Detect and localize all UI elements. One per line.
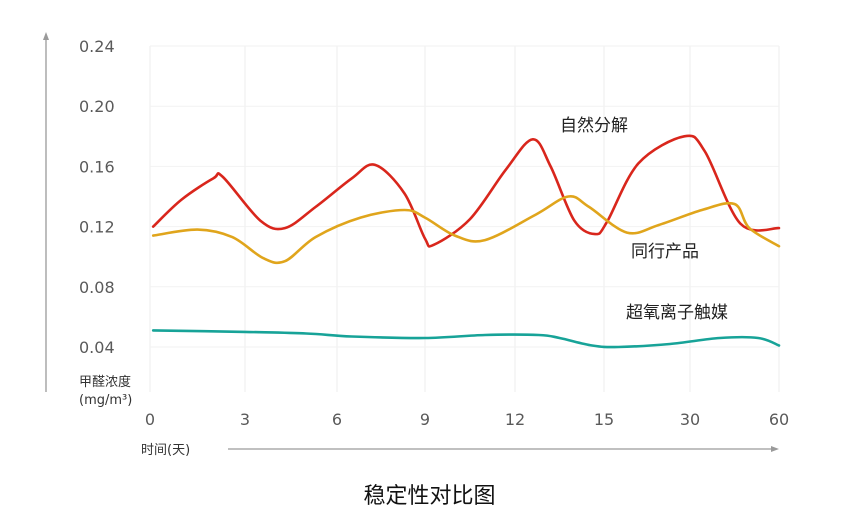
series-line-competitor [151, 195, 781, 265]
chart-title: 稳定性对比图 [363, 484, 495, 509]
y-axis-label-line2: (mg/m³) [79, 393, 132, 408]
y-tick-label: 0.16 [79, 157, 115, 176]
y-tick-label: 0.20 [79, 97, 115, 116]
x-tick-label: 60 [769, 410, 789, 429]
series-label-competitor: 同行产品 [631, 242, 699, 262]
series-lines [151, 134, 781, 349]
x-tick-label: 6 [332, 410, 342, 429]
y-tick-label: 0.04 [79, 338, 115, 357]
x-tick-label: 3 [240, 410, 250, 429]
y-tick-label: 0.24 [79, 37, 115, 56]
x-tick-label: 30 [680, 410, 700, 429]
y-tick-labels: 0.24 0.20 0.16 0.12 0.08 0.04 [79, 37, 115, 357]
series-line-natural [151, 134, 781, 248]
x-tick-label: 15 [594, 410, 614, 429]
series-label-catalyst: 超氧离子触媒 [626, 303, 728, 323]
gridlines [149, 45, 780, 392]
x-tick-label: 12 [505, 410, 525, 429]
x-tick-label: 9 [420, 410, 430, 429]
series-labels: 自然分解 同行产品 超氧离子触媒 [560, 116, 728, 323]
y-tick-label: 0.12 [79, 218, 115, 237]
x-tick-labels: 0 3 6 9 12 15 30 60 [145, 410, 789, 429]
x-tick-label: 0 [145, 410, 155, 429]
axes [43, 32, 779, 452]
x-axis-arrowhead [771, 446, 779, 452]
series-label-natural: 自然分解 [560, 116, 628, 136]
y-axis-label-line1: 甲醛浓度 [79, 374, 131, 390]
y-tick-label: 0.08 [79, 278, 115, 297]
series-line-catalyst [151, 329, 781, 349]
x-axis-label: 时间(天) [141, 443, 190, 458]
y-axis-arrowhead [43, 32, 49, 40]
